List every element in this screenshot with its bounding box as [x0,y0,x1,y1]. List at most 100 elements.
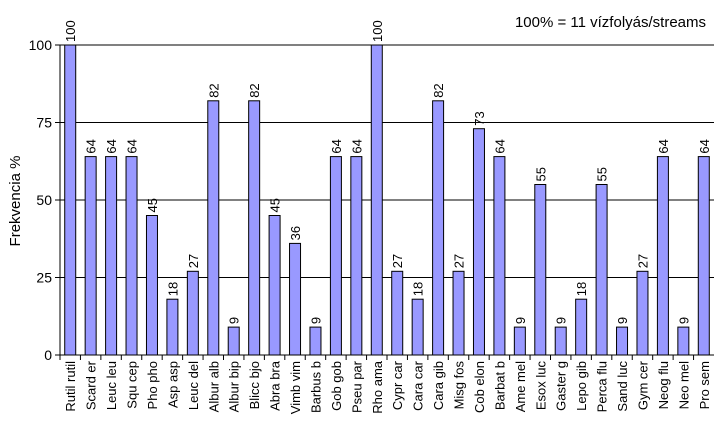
data-label: 9 [615,317,630,324]
data-label: 27 [390,254,405,268]
data-label: 55 [533,167,548,181]
data-label: 45 [268,198,283,212]
data-label: 100 [370,20,385,42]
bar [656,156,669,356]
bar [677,326,690,356]
bar [370,44,383,356]
x-tick-label: Perca flu [595,361,610,412]
y-tick-labels: 0 25 50 75 100 [29,37,53,363]
data-label: 64 [656,139,671,153]
data-label: 18 [165,282,180,296]
x-tick-label: Cypr car [390,360,405,410]
bar [411,298,424,356]
bar [616,326,629,356]
bar [105,156,118,356]
bar [166,298,179,356]
bar [554,326,567,356]
bar [513,326,526,356]
data-label: 27 [635,254,650,268]
data-label: 64 [349,139,364,153]
x-tick-label: Cob elon [472,361,487,413]
data-labels: 100 64 64 64 45 18 27 82 9 82 45 36 9 64 64 100 27 18 82 27… [63,20,712,324]
x-tick-label: Neo mel [676,361,691,410]
bar [186,270,199,356]
x-tick-label: Esox luc [533,361,548,411]
data-label: 64 [125,139,140,153]
x-tick-label: Barbat b [492,361,507,410]
x-tick-label: Cara car [411,360,426,411]
gridlines [60,44,714,278]
bar [493,156,506,356]
x-tick-label: Misg fos [452,361,467,410]
y-axis-label: Frekvencia % [7,156,24,247]
x-tick-label: Pseu par [349,360,364,413]
bar [227,326,240,356]
data-label: 73 [472,111,487,125]
data-label: 27 [186,254,201,268]
data-label: 82 [247,83,262,97]
x-tick-label: Ame mel [513,361,528,412]
bar [145,215,158,356]
x-tick-label: Pho pho [145,361,160,409]
data-label: 18 [411,282,426,296]
data-label: 9 [554,317,569,324]
data-label: 64 [104,139,119,153]
data-label: 27 [452,254,467,268]
y-tick-label: 100 [29,37,53,53]
x-tick-label: Rutil rutil [63,361,78,412]
x-tick-label: Pro sem [697,361,712,409]
bar [636,270,649,356]
data-label: 82 [431,83,446,97]
data-label: 9 [513,317,528,324]
bar [472,128,485,356]
x-tick-label: Abra bra [268,360,283,411]
data-label: 100 [63,20,78,42]
x-tick-label: Gaster g [554,361,569,411]
x-tick-label: Squ cep [125,361,140,409]
y-tick-label: 50 [36,192,52,208]
x-tick-label: Albur alb [206,361,221,412]
x-tick-label: Cara gib [431,361,446,410]
data-label: 18 [574,282,589,296]
data-label: 9 [227,317,242,324]
bar [534,184,547,356]
bar [595,184,608,356]
x-tick-label: Gym cer [635,360,650,410]
axes [55,44,714,360]
chart-annotation: 100% = 11 vízfolyás/streams [515,14,706,31]
bar [309,326,322,356]
x-tick-label: Barbus b [308,361,323,413]
data-label: 45 [145,198,160,212]
bar [329,156,342,356]
x-tick-label: Albur bip [227,361,242,412]
y-tick-label: 75 [36,115,52,131]
x-tick-label: Scard er [84,360,99,410]
data-label: 82 [206,83,221,97]
bar [452,270,465,356]
data-label: 36 [288,226,303,240]
x-tick-label: Neog flu [656,361,671,409]
bar [248,100,261,356]
bar [350,156,363,356]
data-label: 9 [676,317,691,324]
data-label: 64 [492,139,507,153]
bar [207,100,220,356]
bar [289,242,302,356]
bar [125,156,138,356]
y-tick-label: 25 [36,270,52,286]
x-tick-label: Blicc bjo [247,361,262,409]
x-tick-label: Sand luc [615,361,630,412]
bar [64,44,77,356]
x-tick-label: Lepo gib [574,361,589,411]
x-tick-label: Leuc del [186,361,201,410]
bar [697,156,710,356]
x-tick-label: Gob gob [329,361,344,411]
bar [268,215,281,356]
data-label: 64 [697,139,712,153]
x-tick-label: Vimb vim [288,361,303,414]
data-label: 64 [84,139,99,153]
bar [391,270,404,356]
bar [432,100,445,356]
x-tick-label: Rho ama [370,360,385,414]
